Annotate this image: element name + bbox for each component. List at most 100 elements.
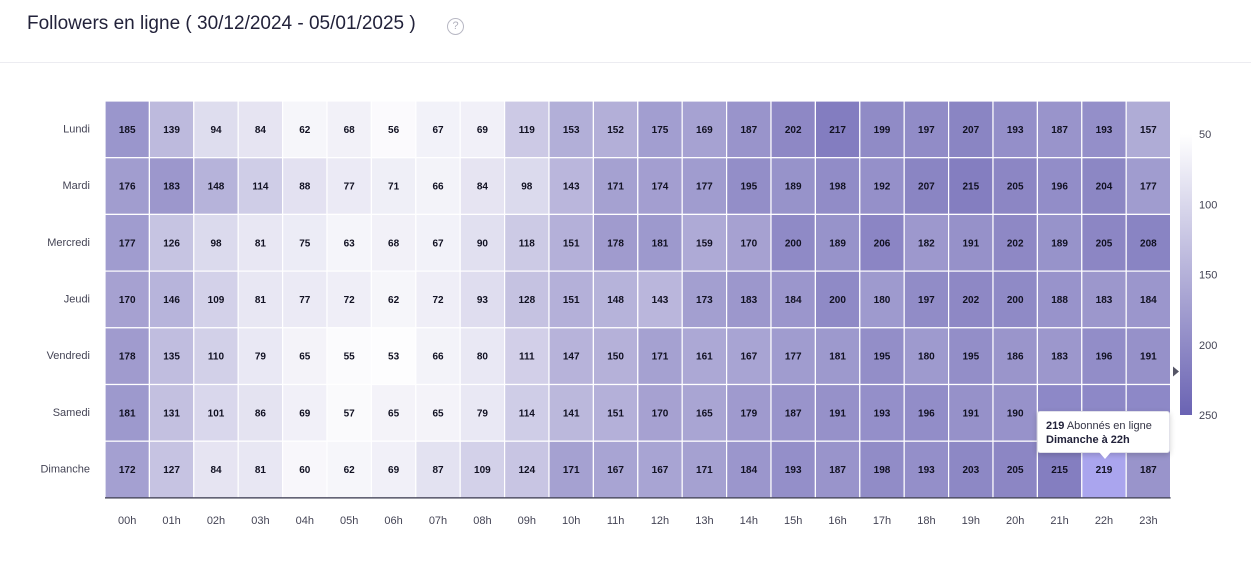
heatmap-cell[interactable] xyxy=(725,440,772,499)
heatmap-cell[interactable] xyxy=(459,157,506,215)
heatmap-cell[interactable] xyxy=(504,327,550,386)
heatmap-cell[interactable] xyxy=(1081,270,1127,329)
heatmap-cell[interactable] xyxy=(1125,213,1172,272)
heatmap-cell[interactable] xyxy=(370,100,417,159)
heatmap-cell[interactable] xyxy=(637,383,683,442)
heatmap-cell[interactable] xyxy=(1125,100,1172,159)
heatmap-cell[interactable] xyxy=(548,383,595,442)
heatmap-cell[interactable] xyxy=(282,270,328,329)
heatmap-cell[interactable] xyxy=(992,157,1039,215)
heatmap-cell[interactable] xyxy=(725,327,772,386)
heatmap-cell[interactable] xyxy=(504,270,550,329)
help-icon[interactable]: ? xyxy=(447,18,464,35)
heatmap-cell[interactable] xyxy=(148,440,195,499)
heatmap-cell[interactable] xyxy=(814,213,861,272)
heatmap-cell[interactable] xyxy=(237,270,284,329)
heatmap-cell[interactable] xyxy=(814,383,861,442)
heatmap-cell[interactable] xyxy=(459,270,506,329)
heatmap-cell[interactable] xyxy=(193,327,239,386)
heatmap-cell[interactable] xyxy=(282,383,328,442)
heatmap-cell[interactable] xyxy=(326,383,373,442)
heatmap-cell[interactable] xyxy=(326,213,373,272)
heatmap-cell[interactable] xyxy=(592,213,639,272)
heatmap-cell[interactable] xyxy=(548,213,595,272)
heatmap-cell[interactable] xyxy=(237,157,284,215)
heatmap-cell[interactable] xyxy=(282,440,328,499)
heatmap-cell[interactable] xyxy=(193,157,239,215)
heatmap-cell[interactable] xyxy=(282,327,328,386)
heatmap-cell[interactable] xyxy=(504,213,550,272)
heatmap-cell[interactable] xyxy=(326,270,373,329)
heatmap-cell[interactable] xyxy=(104,327,151,386)
heatmap-cell[interactable] xyxy=(992,440,1039,499)
heatmap-cell[interactable] xyxy=(592,327,639,386)
heatmap-cell[interactable] xyxy=(104,383,151,442)
heatmap-cell[interactable] xyxy=(770,270,817,329)
heatmap-cell[interactable] xyxy=(770,157,817,215)
heatmap-cell[interactable] xyxy=(1081,327,1127,386)
heatmap-cell[interactable] xyxy=(148,213,195,272)
heatmap-cell[interactable] xyxy=(370,440,417,499)
heatmap-cell[interactable] xyxy=(504,440,550,499)
heatmap-cell[interactable] xyxy=(859,100,905,159)
heatmap-cell[interactable] xyxy=(903,270,950,329)
heatmap-cell[interactable] xyxy=(992,383,1039,442)
heatmap-cell[interactable] xyxy=(992,100,1039,159)
heatmap-cell[interactable] xyxy=(1036,157,1083,215)
heatmap-cell[interactable] xyxy=(459,440,506,499)
heatmap-cell[interactable] xyxy=(814,440,861,499)
heatmap-cell[interactable] xyxy=(947,157,994,215)
heatmap-cell[interactable] xyxy=(415,100,461,159)
heatmap-cell[interactable] xyxy=(592,157,639,215)
heatmap-cell[interactable] xyxy=(725,213,772,272)
heatmap-cell[interactable] xyxy=(193,440,239,499)
heatmap-cell[interactable] xyxy=(859,327,905,386)
heatmap-cell[interactable] xyxy=(193,383,239,442)
heatmap-cell[interactable] xyxy=(947,270,994,329)
heatmap-cell[interactable] xyxy=(725,100,772,159)
heatmap-cell[interactable] xyxy=(903,327,950,386)
heatmap-cell[interactable] xyxy=(148,383,195,442)
heatmap-cell[interactable] xyxy=(148,327,195,386)
heatmap-cell[interactable] xyxy=(725,157,772,215)
heatmap-cell[interactable] xyxy=(548,270,595,329)
heatmap-cell[interactable] xyxy=(1036,327,1083,386)
heatmap-cell[interactable] xyxy=(370,213,417,272)
heatmap-cell[interactable] xyxy=(415,327,461,386)
heatmap-cell[interactable] xyxy=(237,213,284,272)
heatmap-cell[interactable] xyxy=(992,270,1039,329)
heatmap-cell[interactable] xyxy=(681,270,728,329)
heatmap-cell[interactable] xyxy=(770,383,817,442)
heatmap-cell[interactable] xyxy=(725,270,772,329)
heatmap-cell[interactable] xyxy=(770,100,817,159)
heatmap-cell[interactable] xyxy=(504,157,550,215)
heatmap-cell[interactable] xyxy=(104,440,151,499)
heatmap-cell[interactable] xyxy=(814,100,861,159)
heatmap-cell[interactable] xyxy=(148,157,195,215)
heatmap-cell[interactable] xyxy=(415,213,461,272)
heatmap-cell[interactable] xyxy=(148,100,195,159)
heatmap-cell[interactable] xyxy=(903,100,950,159)
heatmap-cell[interactable] xyxy=(859,440,905,499)
heatmap-cell[interactable] xyxy=(104,100,151,159)
heatmap-cell[interactable] xyxy=(1081,157,1127,215)
heatmap-cell[interactable] xyxy=(592,100,639,159)
heatmap-cell[interactable] xyxy=(104,270,151,329)
heatmap-cell[interactable] xyxy=(370,327,417,386)
heatmap-cell[interactable] xyxy=(770,440,817,499)
heatmap-cell[interactable] xyxy=(459,383,506,442)
heatmap-cell[interactable] xyxy=(1125,157,1172,215)
heatmap-cell[interactable] xyxy=(548,327,595,386)
heatmap-cell[interactable] xyxy=(326,440,373,499)
heatmap-cell[interactable] xyxy=(104,213,151,272)
heatmap-cell[interactable] xyxy=(415,270,461,329)
heatmap-cell[interactable] xyxy=(1125,270,1172,329)
heatmap-cell[interactable] xyxy=(637,327,683,386)
heatmap-cell[interactable] xyxy=(947,100,994,159)
heatmap-cell[interactable] xyxy=(814,157,861,215)
heatmap-cell[interactable] xyxy=(1125,327,1172,386)
heatmap-cell[interactable] xyxy=(992,327,1039,386)
heatmap-cell[interactable] xyxy=(326,157,373,215)
heatmap-cell[interactable] xyxy=(637,270,683,329)
heatmap-cell[interactable] xyxy=(903,213,950,272)
